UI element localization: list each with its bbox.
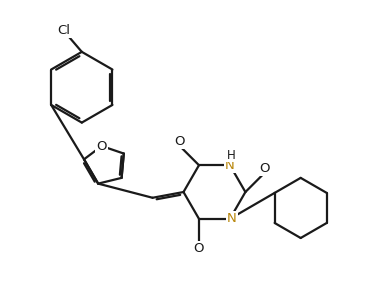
Text: N: N xyxy=(227,212,237,225)
Text: N: N xyxy=(225,159,235,172)
Text: H: H xyxy=(227,148,236,162)
Text: O: O xyxy=(194,243,204,255)
Text: O: O xyxy=(259,162,270,175)
Text: O: O xyxy=(97,140,107,152)
Text: O: O xyxy=(175,135,185,148)
Text: Cl: Cl xyxy=(58,24,70,37)
